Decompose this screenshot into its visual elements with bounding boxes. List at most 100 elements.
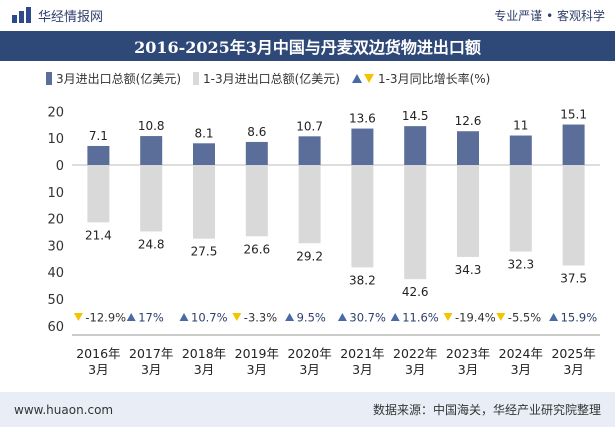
y-tick-label: 0 (56, 159, 64, 174)
bar-march (245, 141, 268, 165)
bar-march (87, 145, 110, 165)
x-category-label: 3月 (194, 362, 214, 377)
y-tick-label: 30 (47, 239, 64, 254)
bar-march (298, 136, 321, 165)
footer: www.huaon.com 数据来源：中国海关，华经产业研究院整理 (0, 392, 615, 427)
bar-cumulative (457, 165, 479, 257)
x-category-label: 3月 (511, 362, 531, 377)
legend-label-march: 3月进出口总额(亿美元) (56, 71, 181, 86)
legend-item-cumulative: 1-3月进出口总额(亿美元) (193, 70, 340, 87)
y-tick-label: 10 (47, 186, 64, 201)
bar-march (457, 131, 479, 165)
chart-plot: 201001020304050607.121.4-12.9%2016年3月10.… (47, 105, 600, 377)
bar-march (193, 143, 215, 165)
bar-march (562, 124, 585, 165)
x-category-label: 2020年 (287, 346, 331, 361)
data-label-cumulative: 24.8 (138, 237, 165, 251)
data-label-march: 14.5 (402, 109, 429, 123)
bar-cumulative (245, 165, 268, 237)
growth-label: 10.7% (191, 311, 228, 325)
legend-label-growth: 1-3月同比增长率(%) (377, 71, 491, 86)
footer-website: www.huaon.com (14, 402, 114, 417)
legend: 3月进出口总额(亿美元) 1-3月进出口总额(亿美元) 1-3月同比增长率(%) (46, 68, 502, 88)
x-category-label: 3月 (88, 362, 108, 377)
growth-down-marker (73, 313, 83, 321)
data-label-cumulative: 42.6 (402, 285, 429, 299)
y-tick-label: 50 (47, 293, 64, 308)
top-bar: 华经情报网 专业严谨 • 客观科学 (0, 0, 615, 30)
growth-up-marker (337, 313, 347, 321)
growth-up-marker (549, 313, 559, 321)
legend-label-cumulative: 1-3月进出口总额(亿美元) (203, 71, 340, 86)
x-category-label: 2025年 (551, 346, 595, 361)
up-triangle-icon (351, 73, 362, 83)
growth-label: 17% (138, 311, 164, 325)
data-label-cumulative: 37.5 (560, 272, 587, 286)
x-category-label: 3月 (299, 362, 319, 377)
y-tick-label: 60 (47, 320, 64, 335)
x-category-label: 2018年 (182, 346, 226, 361)
legend-swatch-march (46, 71, 52, 85)
data-label-march: 8.1 (194, 126, 213, 140)
data-label-march: 10.7 (296, 119, 323, 133)
data-label-march: 12.6 (455, 114, 482, 128)
bar-cumulative (351, 165, 374, 268)
growth-label: -3.3% (244, 311, 277, 325)
bar-march (351, 128, 374, 165)
brand-name: 华经情报网 (38, 9, 104, 25)
data-label-march: 10.8 (138, 119, 165, 133)
x-category-label: 3月 (352, 362, 372, 377)
data-label-cumulative: 34.3 (455, 263, 482, 277)
data-label-cumulative: 29.2 (296, 249, 323, 263)
growth-label: 11.6% (402, 311, 439, 325)
bar-march (140, 136, 163, 165)
bar-cumulative (87, 165, 110, 223)
x-category-label: 2017年 (129, 346, 173, 361)
growth-up-marker (126, 313, 136, 321)
x-category-label: 3月 (247, 362, 267, 377)
data-label-march: 8.6 (247, 125, 266, 139)
x-category-label: 3月 (563, 362, 583, 377)
data-label-cumulative: 26.6 (243, 242, 270, 256)
x-category-label: 3月 (458, 362, 478, 377)
bar-cumulative (509, 165, 532, 252)
bar-cumulative (140, 165, 163, 232)
data-label-cumulative: 27.5 (191, 245, 218, 259)
bar-march (404, 126, 427, 165)
y-tick-label: 20 (47, 105, 64, 120)
chart-title: 2016-2025年3月中国与丹麦双边货物进出口额 (0, 31, 615, 61)
bar-cumulative (404, 165, 427, 280)
x-category-label: 2023年 (446, 346, 490, 361)
slogan: 专业严谨 • 客观科学 (494, 8, 605, 23)
bar-cumulative (298, 165, 321, 244)
brand: 华经情报网 (12, 6, 103, 25)
data-label-march: 13.6 (349, 112, 376, 126)
bar-cumulative (193, 165, 215, 239)
x-category-label: 2022年 (393, 346, 437, 361)
growth-up-marker (285, 313, 295, 321)
x-category-label: 2019年 (235, 346, 279, 361)
growth-down-marker (232, 313, 242, 321)
growth-label: -19.4% (455, 311, 496, 325)
legend-swatch-cumulative (193, 71, 199, 85)
data-label-march: 7.1 (89, 129, 108, 143)
growth-down-marker (443, 313, 453, 321)
growth-up-marker (179, 313, 189, 321)
legend-item-growth: 1-3月同比增长率(%) (351, 70, 491, 87)
y-tick-label: 10 (47, 132, 64, 147)
growth-label: 9.5% (297, 311, 326, 325)
bar-march (509, 135, 532, 165)
growth-label: 30.7% (349, 311, 386, 325)
data-label-cumulative: 32.3 (507, 258, 534, 272)
y-tick-label: 40 (47, 266, 64, 281)
x-category-label: 3月 (141, 362, 161, 377)
x-category-label: 2024年 (499, 346, 543, 361)
logo-icon (12, 7, 32, 23)
x-category-label: 3月 (405, 362, 425, 377)
y-tick-label: 20 (47, 213, 64, 228)
down-triangle-icon (363, 73, 374, 83)
x-category-label: 2016年 (76, 346, 120, 361)
legend-item-march: 3月进出口总额(亿美元) (46, 70, 181, 87)
growth-label: -12.9% (85, 311, 126, 325)
data-label-march: 15.1 (560, 108, 587, 122)
